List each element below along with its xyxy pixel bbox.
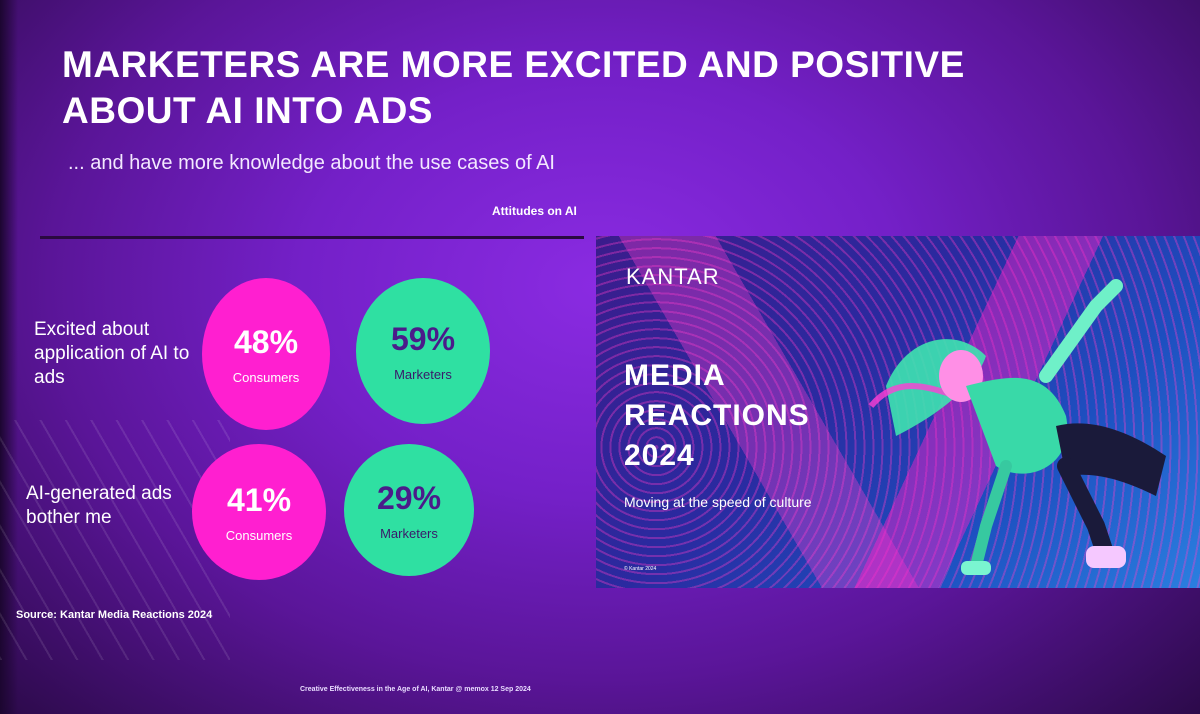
cover-title: MEDIA REACTIONS 2024: [624, 356, 810, 476]
cover-copyright: © Kantar 2024: [624, 566, 657, 572]
kantar-logo: KANTAR: [626, 264, 720, 289]
bubble-bother-consumers: 41% Consumers: [192, 444, 326, 580]
divider: [40, 236, 584, 239]
cover-title-line-1: MEDIA: [624, 359, 726, 392]
slide-subtitle: ... and have more knowledge about the us…: [68, 152, 555, 174]
report-cover-image: KANTAR MEDIA REACTIONS 2024 Moving at th…: [596, 236, 1200, 588]
row-label-bother: AI-generated ads bother me: [26, 483, 172, 528]
row-label-excited: Excited about application of AI to ads: [34, 319, 190, 388]
cover-title-line-3: 2024: [624, 439, 695, 472]
decorative-lines: [0, 420, 230, 660]
dancer-illustration: [868, 279, 1166, 575]
screen-edge: [0, 0, 18, 714]
bubble-value: 59%: [390, 320, 456, 357]
bubble-value: 48%: [233, 323, 299, 360]
slide-title: MARKETERS ARE MORE EXCITED AND POSITIVE …: [62, 42, 1022, 134]
source-note: Source: Kantar Media Reactions 2024: [16, 609, 213, 621]
bubble-group: Consumers: [225, 527, 293, 543]
bubble-group: Consumers: [232, 369, 300, 385]
bubble-excited-marketers: 59% Marketers: [356, 278, 490, 424]
bubble-group: Marketers: [394, 366, 452, 382]
bubble-excited-consumers: 48% Consumers: [202, 278, 330, 430]
bubble-group: Marketers: [380, 525, 438, 541]
cover-title-line-2: REACTIONS: [624, 399, 810, 432]
section-label: Attitudes on AI: [492, 204, 577, 218]
footer-note: Creative Effectiveness in the Age of AI,…: [300, 686, 531, 693]
bubble-value: 41%: [226, 481, 292, 518]
cover-tagline: Moving at the speed of culture: [624, 494, 812, 510]
title-line-2: ABOUT AI INTO ADS: [62, 90, 433, 131]
title-line-1: MARKETERS ARE MORE EXCITED AND POSITIVE: [62, 44, 965, 85]
bubble-value: 29%: [376, 479, 442, 516]
bubble-bother-marketers: 29% Marketers: [344, 444, 474, 576]
